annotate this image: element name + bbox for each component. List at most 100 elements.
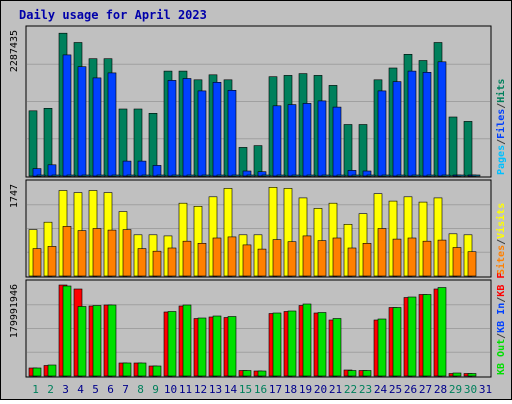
bar [392, 81, 402, 177]
x-tick-label: 7 [122, 383, 129, 396]
bar [197, 243, 207, 277]
x-tick-label: 23 [359, 383, 372, 396]
series-files [32, 54, 477, 177]
x-tick-label: 19 [299, 383, 312, 396]
bar [302, 103, 312, 177]
bar [272, 105, 282, 177]
x-tick-label: 9 [152, 383, 159, 396]
bar [201, 174, 211, 177]
bar [343, 124, 353, 177]
legend-item: Pages [496, 145, 507, 175]
bar [302, 235, 312, 277]
bar [407, 70, 417, 177]
x-tick-label: 4 [77, 383, 84, 396]
bar [407, 237, 417, 277]
bar [347, 370, 357, 377]
bar [186, 174, 196, 177]
bar [452, 247, 462, 277]
bar [167, 311, 177, 377]
bar [32, 248, 42, 277]
bar [362, 243, 372, 277]
bar [246, 174, 256, 177]
bar [36, 174, 46, 177]
bar [422, 294, 432, 377]
bar [122, 362, 132, 377]
bar [111, 174, 121, 177]
x-tick-label: 21 [329, 383, 342, 396]
legend-item: Files [495, 109, 507, 139]
x-tick-label: 6 [107, 383, 114, 396]
bar [437, 239, 447, 277]
x-tick-label: 20 [314, 383, 327, 396]
bar [381, 174, 391, 177]
bar [463, 121, 473, 177]
bar [81, 174, 91, 177]
bar [107, 229, 117, 277]
bar [231, 174, 241, 177]
bar [257, 248, 267, 277]
bar [28, 110, 38, 177]
bar [47, 364, 57, 377]
bar [351, 174, 361, 177]
x-tick-label: 15 [239, 383, 252, 396]
bar [152, 165, 162, 177]
bar [216, 174, 226, 177]
bar [422, 72, 432, 177]
bar [306, 174, 316, 177]
bar [212, 82, 222, 177]
bar [77, 306, 87, 377]
bar [272, 239, 282, 277]
bar [107, 72, 117, 177]
legend-bottom: KB Out/KB In/KB F [496, 273, 507, 375]
bar [377, 90, 387, 177]
bar [137, 160, 147, 177]
x-tick-label: 10 [164, 383, 177, 396]
bar [362, 370, 372, 377]
bar [227, 236, 237, 277]
bar [332, 318, 342, 377]
bar [92, 77, 102, 177]
bar [197, 317, 207, 377]
bar [227, 316, 237, 377]
bar [441, 174, 451, 177]
legend-item: KB Out [496, 339, 507, 375]
bar [92, 228, 102, 277]
bar [197, 90, 207, 177]
bar [467, 373, 477, 377]
bar [317, 100, 327, 177]
bar [47, 246, 57, 277]
bar [227, 90, 237, 177]
x-tick-label: 25 [389, 383, 402, 396]
x-tick-label: 14 [224, 383, 238, 396]
x-tick-label: 17 [269, 383, 282, 396]
x-tick-label: 27 [419, 383, 432, 396]
bar [126, 174, 136, 177]
legend-item: KB In [496, 303, 507, 333]
x-tick-label: 16 [254, 383, 267, 396]
legend-item: Hits [495, 79, 507, 103]
x-tick-label: 30 [464, 383, 477, 396]
x-tick-label: 1 [32, 383, 39, 396]
bar [171, 174, 181, 177]
bar [77, 66, 87, 177]
x-tick-label: 31 [479, 383, 492, 396]
legend-top: Pages/Files/Hits [495, 79, 507, 175]
bar [347, 247, 357, 277]
bar [332, 106, 342, 177]
bar [107, 304, 117, 377]
bar [62, 54, 72, 177]
bar [377, 228, 387, 277]
x-tick-label: 11 [179, 383, 192, 396]
bar [332, 237, 342, 277]
bar [77, 230, 87, 277]
bar [287, 104, 297, 177]
bar [317, 240, 327, 277]
x-tick-label: 8 [137, 383, 144, 396]
bar [317, 312, 327, 377]
bar [276, 174, 286, 177]
legend-item: Sites [495, 245, 507, 275]
panel-middle: 1747 Sites/Visits [9, 179, 507, 278]
bar [471, 174, 481, 177]
